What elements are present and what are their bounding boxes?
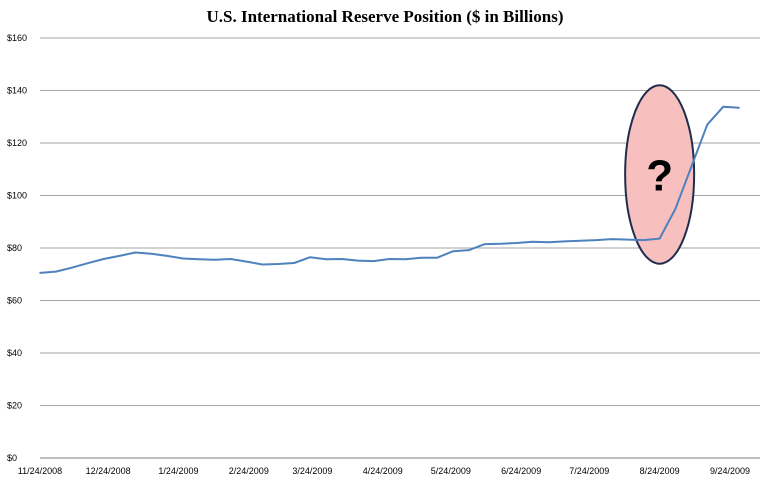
data-point bbox=[515, 242, 518, 244]
y-tick-label: $60 bbox=[7, 296, 22, 306]
data-point bbox=[436, 256, 439, 259]
y-tick-label: $160 bbox=[7, 33, 27, 43]
data-point bbox=[563, 240, 566, 243]
data-point bbox=[579, 239, 581, 242]
data-point bbox=[595, 239, 597, 241]
data-point bbox=[55, 270, 57, 273]
data-point bbox=[420, 256, 423, 259]
data-point bbox=[229, 258, 232, 260]
x-tick-label: 9/24/2009 bbox=[710, 466, 750, 476]
x-tick-label: 4/24/2009 bbox=[363, 466, 403, 476]
data-point bbox=[484, 243, 486, 245]
data-point bbox=[102, 258, 105, 260]
data-point bbox=[325, 258, 327, 261]
data-point bbox=[150, 252, 153, 255]
x-tick-label: 12/24/2008 bbox=[86, 466, 131, 476]
data-point bbox=[642, 239, 645, 241]
data-point bbox=[468, 249, 470, 251]
data-point bbox=[499, 243, 502, 245]
data-point bbox=[293, 262, 296, 264]
data-point bbox=[658, 237, 661, 240]
data-point bbox=[611, 238, 613, 240]
data-point bbox=[388, 258, 391, 260]
question-mark-annotation: ? bbox=[646, 152, 673, 201]
data-point bbox=[277, 263, 280, 265]
data-point bbox=[372, 260, 375, 262]
data-point bbox=[690, 165, 693, 168]
data-point bbox=[547, 241, 550, 244]
y-tick-label: $20 bbox=[7, 401, 22, 411]
y-tick-label: $100 bbox=[7, 191, 27, 201]
data-point bbox=[261, 263, 264, 266]
data-point bbox=[309, 256, 311, 258]
y-tick-label: $120 bbox=[7, 138, 27, 148]
y-axis-ticks: $0 $20 $40 $60 $80 $100 $120 $140 $160 bbox=[7, 33, 27, 463]
data-point bbox=[118, 255, 121, 257]
data-point bbox=[134, 251, 137, 254]
data-point bbox=[706, 123, 709, 126]
x-tick-label: 5/24/2009 bbox=[431, 466, 471, 476]
x-tick-label: 2/24/2009 bbox=[229, 466, 269, 476]
data-point bbox=[627, 238, 629, 241]
data-point bbox=[39, 272, 41, 274]
data-point bbox=[198, 258, 200, 261]
data-point bbox=[404, 258, 407, 261]
data-point bbox=[722, 105, 724, 108]
y-tick-label: $80 bbox=[7, 243, 22, 253]
x-tick-label: 8/24/2009 bbox=[640, 466, 680, 476]
data-point bbox=[531, 240, 534, 243]
data-point bbox=[182, 257, 184, 260]
data-point bbox=[166, 255, 168, 257]
x-tick-label: 7/24/2009 bbox=[569, 466, 609, 476]
data-point bbox=[341, 258, 343, 260]
data-point bbox=[674, 207, 677, 210]
y-tick-label: $140 bbox=[7, 86, 27, 96]
chart-title: U.S. International Reserve Position ($ i… bbox=[206, 7, 564, 26]
highlight-ellipse bbox=[624, 84, 696, 265]
data-point bbox=[356, 259, 359, 262]
x-tick-label: 3/24/2009 bbox=[292, 466, 332, 476]
data-point bbox=[70, 266, 73, 269]
data-point bbox=[738, 107, 740, 109]
x-tick-label: 11/24/2008 bbox=[18, 466, 62, 476]
data-point bbox=[245, 260, 248, 263]
x-tick-label: 6/24/2009 bbox=[501, 466, 541, 476]
data-point bbox=[86, 262, 89, 265]
annotation: ? bbox=[624, 84, 696, 265]
data-point bbox=[213, 259, 216, 261]
y-tick-label: $0 bbox=[7, 453, 17, 463]
data-point bbox=[452, 250, 454, 252]
series-lines bbox=[39, 105, 740, 274]
x-axis-ticks: 11/24/2008 12/24/2008 1/24/2009 2/24/2009 3/… bbox=[18, 466, 750, 476]
y-tick-label: $40 bbox=[7, 348, 22, 358]
x-tick-label: 1/24/2009 bbox=[158, 466, 198, 476]
